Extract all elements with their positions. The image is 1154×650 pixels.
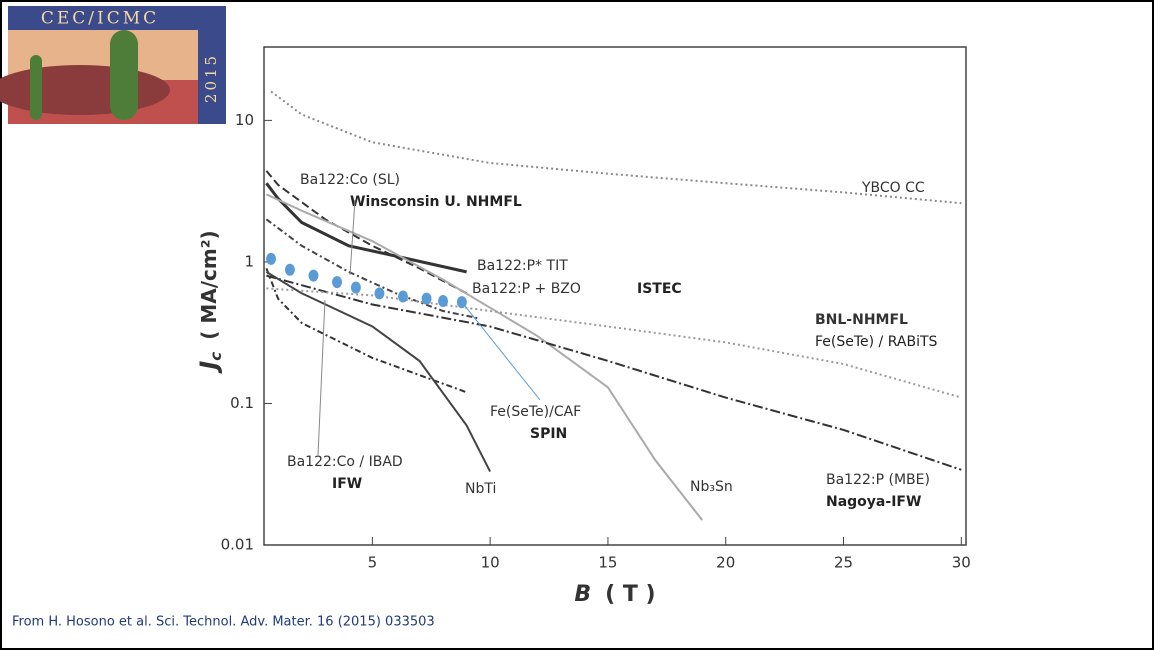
data-point bbox=[308, 269, 319, 282]
series-label: Fe(SeTe) / RABiTS bbox=[815, 334, 938, 350]
x-tick-label: 15 bbox=[598, 554, 617, 572]
plot: 5 10 15 20 25 30 0.01 0.1 1 10 B ( T ) Jc ( MA/cm²) YB… bbox=[195, 46, 971, 607]
series-line bbox=[266, 287, 962, 399]
series-label: Nb₃Sn bbox=[690, 479, 733, 495]
series-label: Ba122:P (MBE) bbox=[826, 472, 930, 488]
x-axis-label: B ( T ) bbox=[574, 582, 655, 607]
x-tick-label: 20 bbox=[716, 554, 735, 572]
leader-line bbox=[349, 199, 356, 276]
citation: From H. Hosono et al. Sci. Technol. Adv.… bbox=[12, 615, 435, 630]
series-label: Nagoya-IFW bbox=[826, 494, 921, 510]
x-tick-label: 5 bbox=[368, 554, 378, 572]
y-label-unit: ( MA/cm²) bbox=[197, 230, 221, 339]
series-line bbox=[265, 271, 491, 473]
series-label: IFW bbox=[332, 476, 362, 492]
data-point bbox=[456, 296, 467, 309]
data-point bbox=[397, 290, 408, 303]
logo-title: CEC/ICMC bbox=[41, 9, 159, 29]
series-label: YBCO CC bbox=[861, 180, 925, 196]
y-tick-label: 0.01 bbox=[221, 536, 254, 554]
x-label-unit: ( T ) bbox=[605, 582, 655, 607]
data-point bbox=[374, 287, 385, 300]
data-point bbox=[421, 292, 432, 305]
plot-frame bbox=[263, 46, 967, 546]
series-label: ISTEC bbox=[637, 281, 682, 297]
series-line bbox=[265, 193, 703, 521]
leader-line bbox=[461, 301, 541, 401]
series-line bbox=[265, 268, 467, 394]
series-line bbox=[265, 182, 467, 274]
series-line bbox=[266, 274, 962, 471]
data-point bbox=[350, 281, 361, 294]
logo: CEC/ICMC 2015 bbox=[0, 6, 226, 124]
x-tick-label: 30 bbox=[952, 554, 971, 572]
series-label: NbTi bbox=[465, 481, 496, 497]
y-label-sub: c bbox=[207, 352, 225, 361]
y-tick-label: 10 bbox=[235, 111, 254, 129]
series-label: Ba122:P* TIT bbox=[477, 258, 568, 274]
series-line bbox=[265, 218, 479, 320]
y-axis-label: Jc ( MA/cm²) bbox=[195, 230, 225, 373]
series-label: Fe(SeTe)/CAF bbox=[490, 404, 581, 420]
data-point bbox=[438, 294, 449, 307]
series-label: BNL-NHMFL bbox=[815, 312, 908, 328]
y-label-symbol: J bbox=[195, 361, 223, 374]
logo-year: 2015 bbox=[202, 53, 220, 103]
series-label: SPIN bbox=[530, 426, 567, 442]
series-label: Ba122:Co / IBAD bbox=[287, 454, 403, 470]
x-label-symbol: B bbox=[574, 582, 591, 607]
series-label: Winsconsin U. NHMFL bbox=[350, 194, 522, 210]
series-line bbox=[265, 170, 468, 295]
series-line bbox=[270, 90, 962, 205]
y-tick-label: 1 bbox=[244, 252, 254, 270]
series-label: Ba122:Co (SL) bbox=[300, 172, 400, 188]
data-point bbox=[284, 263, 295, 276]
data-point bbox=[266, 252, 277, 265]
series-label: Ba122:P + BZO bbox=[472, 281, 581, 297]
data-point bbox=[332, 276, 343, 289]
y-tick-label: 0.1 bbox=[230, 394, 254, 412]
x-tick-label: 10 bbox=[481, 554, 500, 572]
x-tick-label: 25 bbox=[834, 554, 853, 572]
leader-line bbox=[317, 299, 326, 456]
